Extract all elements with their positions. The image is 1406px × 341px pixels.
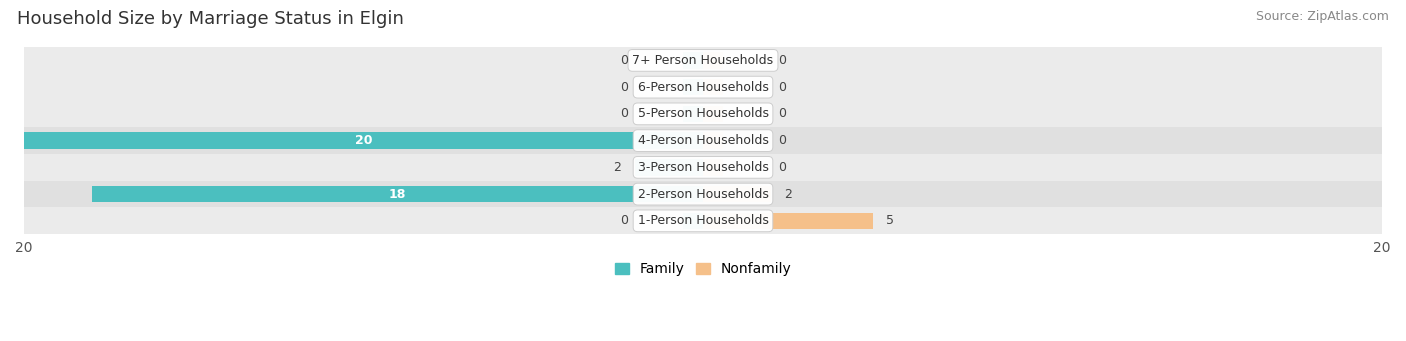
Text: 0: 0 — [778, 134, 786, 147]
Text: 0: 0 — [620, 214, 628, 227]
Text: 5: 5 — [886, 214, 894, 227]
Text: 2-Person Households: 2-Person Households — [637, 188, 769, 201]
Text: 6-Person Households: 6-Person Households — [637, 80, 769, 94]
Bar — [24, 132, 703, 149]
Text: 18: 18 — [388, 188, 406, 201]
Bar — [683, 106, 703, 122]
Text: 3-Person Households: 3-Person Households — [637, 161, 769, 174]
Bar — [24, 47, 1382, 74]
Bar — [24, 101, 1382, 127]
Text: 0: 0 — [778, 107, 786, 120]
Bar — [703, 52, 723, 69]
Text: 0: 0 — [778, 54, 786, 67]
Legend: Family, Nonfamily: Family, Nonfamily — [609, 257, 797, 282]
Text: 0: 0 — [620, 107, 628, 120]
Bar — [703, 79, 723, 95]
Bar — [683, 52, 703, 69]
Bar — [703, 159, 723, 176]
Text: 2: 2 — [785, 188, 793, 201]
Bar — [24, 207, 1382, 234]
Bar — [91, 186, 703, 203]
Text: 7+ Person Households: 7+ Person Households — [633, 54, 773, 67]
Bar — [703, 106, 723, 122]
Bar — [703, 186, 770, 203]
Bar — [703, 212, 873, 229]
Bar — [636, 159, 703, 176]
Bar — [24, 181, 1382, 207]
Text: Source: ZipAtlas.com: Source: ZipAtlas.com — [1256, 10, 1389, 23]
Bar — [24, 127, 1382, 154]
Bar — [24, 74, 1382, 101]
Text: 0: 0 — [778, 161, 786, 174]
Bar — [683, 79, 703, 95]
Text: 4-Person Households: 4-Person Households — [637, 134, 769, 147]
Text: 2: 2 — [613, 161, 621, 174]
Text: Household Size by Marriage Status in Elgin: Household Size by Marriage Status in Elg… — [17, 10, 404, 28]
Bar — [703, 132, 723, 149]
Bar — [24, 154, 1382, 181]
Text: 5-Person Households: 5-Person Households — [637, 107, 769, 120]
Text: 0: 0 — [620, 54, 628, 67]
Text: 20: 20 — [354, 134, 373, 147]
Text: 0: 0 — [620, 80, 628, 94]
Bar — [683, 212, 703, 229]
Text: 0: 0 — [778, 80, 786, 94]
Text: 1-Person Households: 1-Person Households — [637, 214, 769, 227]
